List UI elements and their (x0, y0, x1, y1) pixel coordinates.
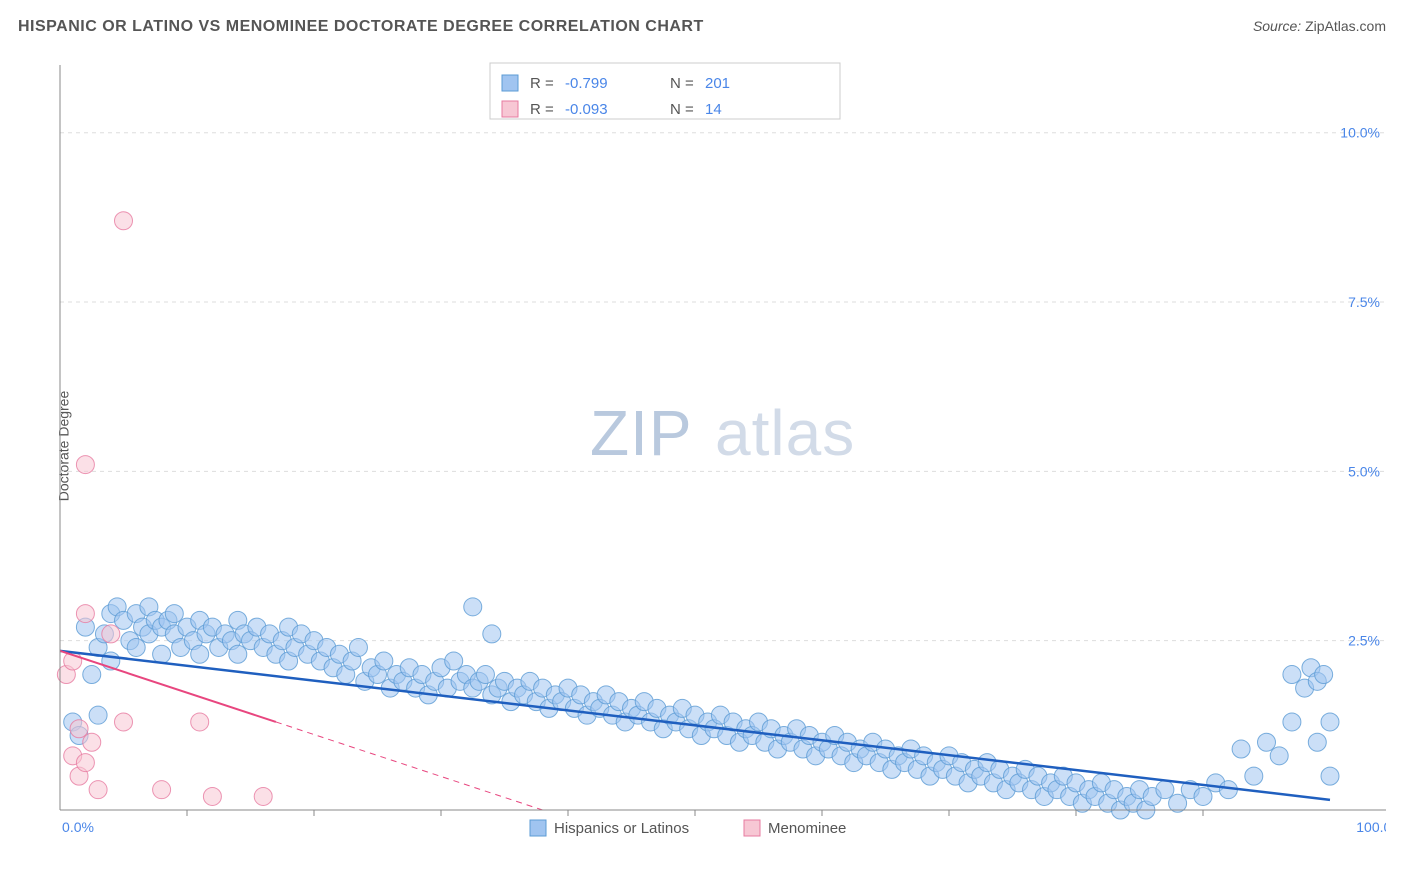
svg-text:7.5%: 7.5% (1348, 294, 1380, 310)
svg-text:N =: N = (670, 75, 694, 92)
svg-text:5.0%: 5.0% (1348, 463, 1380, 479)
svg-text:201: 201 (705, 75, 730, 92)
gridlines: 2.5% 5.0% 7.5% 10.0% (60, 125, 1386, 649)
svg-text:Hispanics or Latinos: Hispanics or Latinos (554, 820, 689, 837)
source-label: Source: (1253, 18, 1301, 34)
svg-text:0.0%: 0.0% (62, 819, 94, 835)
svg-text:ZIP: ZIP (590, 397, 693, 469)
svg-text:Menominee: Menominee (768, 820, 846, 837)
source-attribution: Source: ZipAtlas.com (1253, 18, 1386, 34)
chart-title: HISPANIC OR LATINO VS MENOMINEE DOCTORAT… (18, 18, 704, 36)
svg-text:N =: N = (670, 101, 694, 118)
source-value: ZipAtlas.com (1305, 18, 1386, 34)
stats-legend: R = -0.799 N = 201 R = -0.093 N = 14 (490, 63, 840, 119)
svg-text:10.0%: 10.0% (1340, 125, 1380, 141)
svg-text:atlas: atlas (715, 397, 855, 469)
svg-text:-0.799: -0.799 (565, 75, 608, 92)
svg-text:14: 14 (705, 101, 722, 118)
svg-text:R =: R = (530, 75, 554, 92)
svg-text:R =: R = (530, 101, 554, 118)
scatter-points (57, 212, 1339, 819)
series-legend: Hispanics or Latinos Menominee (530, 820, 846, 837)
correlation-scatter-chart: 2.5% 5.0% 7.5% 10.0% ZIP atlas 0.0% 100.0% R … (50, 55, 1386, 840)
watermark: ZIP atlas (590, 397, 855, 469)
svg-text:100.0%: 100.0% (1356, 819, 1386, 835)
svg-text:2.5%: 2.5% (1348, 633, 1380, 649)
svg-text:-0.093: -0.093 (565, 101, 608, 118)
